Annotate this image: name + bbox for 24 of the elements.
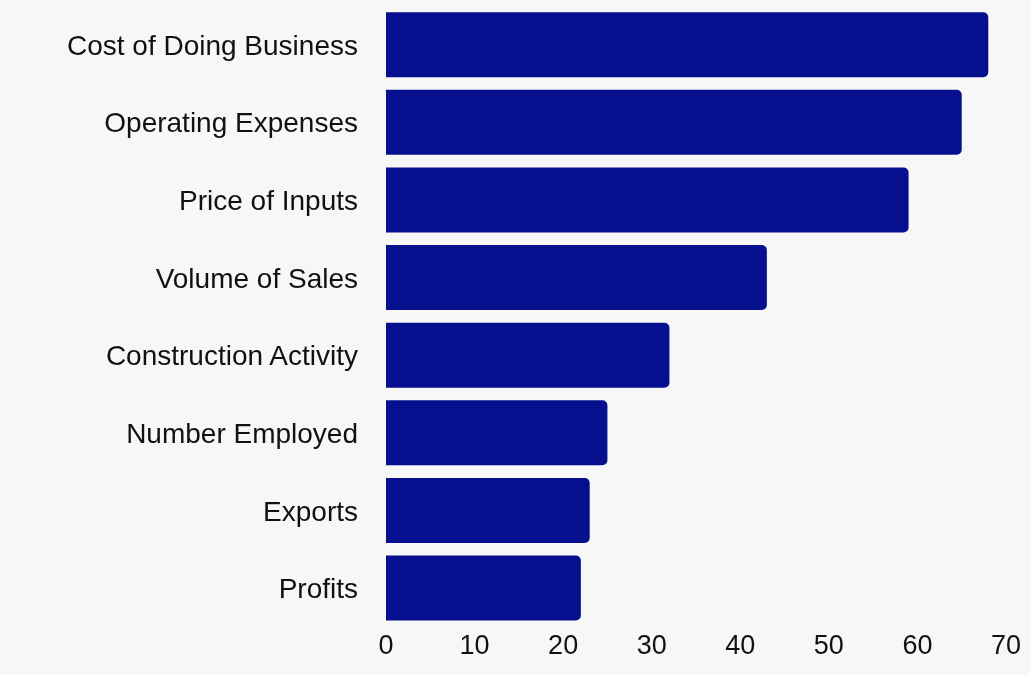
y-tick-label: Construction Activity — [105, 340, 358, 372]
bar — [386, 245, 767, 311]
bar — [386, 167, 909, 233]
x-tick-label: 60 — [902, 630, 933, 661]
y-tick-label: Profits — [278, 573, 358, 605]
x-tick-label: 40 — [725, 630, 756, 661]
x-tick-label: 70 — [990, 630, 1022, 661]
y-tick-label: Price of Inputs — [179, 185, 358, 216]
y-tick-label: Operating Expenses — [104, 107, 358, 139]
x-tick-label: 30 — [636, 630, 667, 661]
bar — [386, 322, 670, 388]
y-tick-label: Volume of Sales — [155, 262, 358, 294]
x-tick-label: 10 — [459, 630, 490, 661]
bar — [386, 555, 581, 621]
bar — [386, 89, 962, 155]
x-tick-label: 20 — [548, 630, 579, 661]
bar — [386, 400, 608, 466]
bar — [386, 477, 590, 543]
bar — [386, 12, 989, 78]
y-tick-label: Cost of Doing Business — [66, 29, 358, 61]
x-tick-label: 0 — [378, 630, 394, 661]
y-tick-label: Number Employed — [126, 417, 358, 449]
x-tick-label: 50 — [813, 630, 844, 661]
y-tick-label: Exports — [263, 495, 358, 527]
